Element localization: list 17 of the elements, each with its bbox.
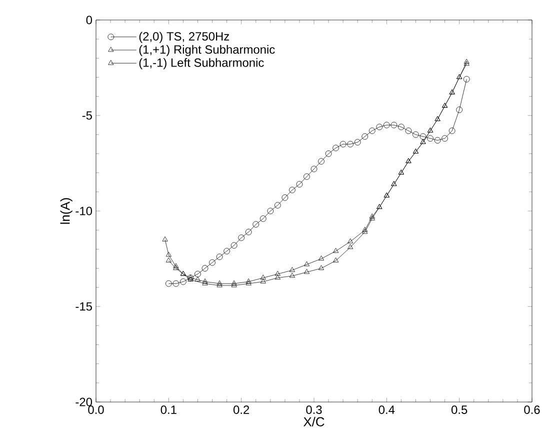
y-axis-title: ln(A) xyxy=(60,198,72,224)
legend-label: (1,-1) Left Subharmonic xyxy=(139,58,264,70)
y-tick-label: -20 xyxy=(76,398,92,406)
y-tick-label: -10 xyxy=(76,206,92,216)
y-tick-label: -15 xyxy=(76,302,92,311)
x-tick-label: 0.6 xyxy=(524,406,540,414)
y-tick-label: 0 xyxy=(86,16,92,24)
y-tick-label: -5 xyxy=(82,111,92,120)
x-tick-label: 0.5 xyxy=(451,406,468,414)
x-tick-label: 0.0 xyxy=(88,406,104,414)
x-tick-label: 0.4 xyxy=(378,406,395,414)
legend-label: (1,+1) Right Subharmonic xyxy=(139,44,275,56)
legend-label: (2,0) TS, 2750Hz xyxy=(139,32,230,43)
x-axis-title: X/C xyxy=(304,416,324,426)
x-tick-label: 0.1 xyxy=(160,406,176,414)
x-tick-label: 0.3 xyxy=(306,406,322,414)
x-tick-label: 0.2 xyxy=(233,406,250,414)
